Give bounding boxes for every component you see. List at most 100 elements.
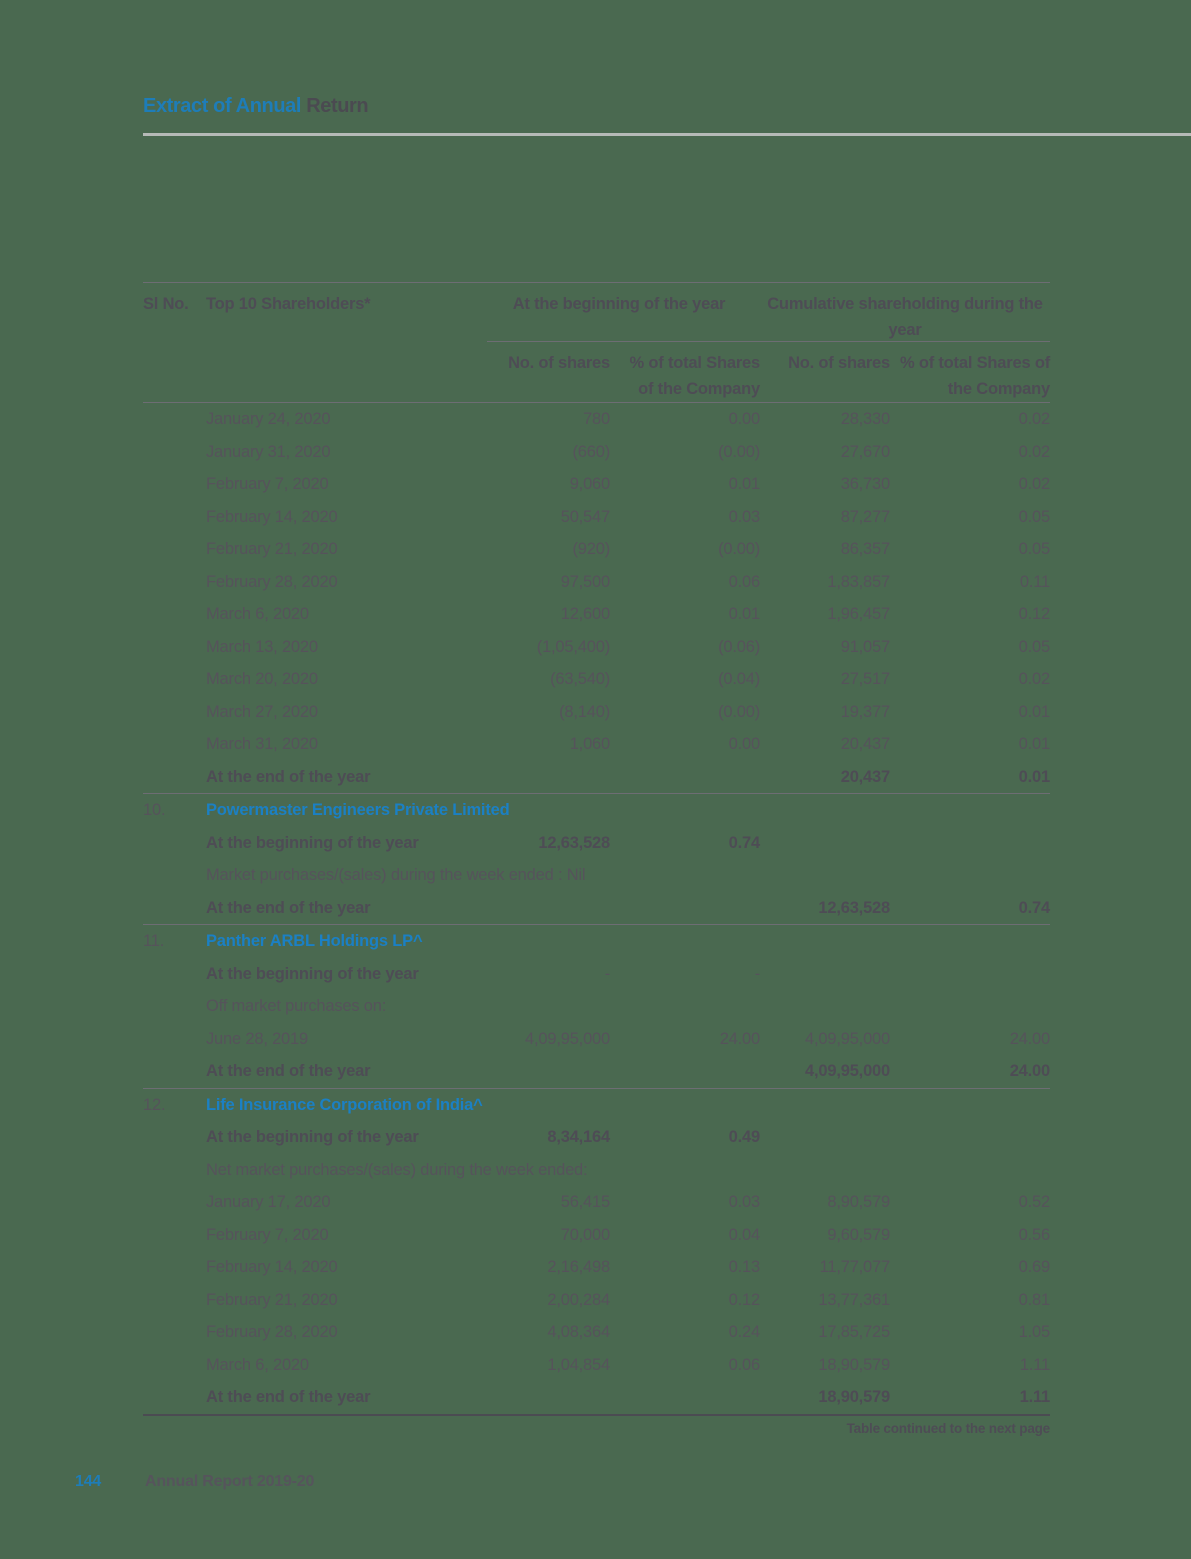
row-value: 12,63,528 bbox=[538, 833, 610, 852]
row-value: 0.01 bbox=[1018, 702, 1051, 721]
row-value: (63,540) bbox=[550, 670, 610, 688]
row-label: March 20, 2020 bbox=[206, 670, 318, 688]
table-row: February 14, 2020 2,16,498 0.13 11,77,077 0.… bbox=[143, 1251, 1050, 1284]
row-label: March 13, 2020 bbox=[206, 637, 318, 656]
row-value bbox=[890, 1089, 1050, 1122]
row-sl-number bbox=[143, 1316, 206, 1349]
row-value bbox=[420, 892, 610, 925]
row-value: 0.81 bbox=[1018, 1290, 1051, 1309]
row-value: (920) bbox=[572, 540, 610, 558]
row-value bbox=[760, 958, 890, 991]
row-value: 0.06 bbox=[728, 1355, 761, 1374]
row-value bbox=[420, 925, 610, 958]
row-value: 12,600 bbox=[560, 605, 610, 623]
row-value: 70,000 bbox=[560, 1225, 610, 1244]
table-row: January 24, 2020 780 0.00 28,330 0.02 bbox=[143, 403, 1050, 436]
subheader-cum-shares: No. of shares bbox=[788, 354, 890, 372]
row-value bbox=[610, 925, 760, 958]
row-value bbox=[610, 1089, 760, 1122]
row-value: 20,437 bbox=[840, 735, 890, 753]
row-label: March 6, 2020 bbox=[206, 1355, 309, 1374]
group-header-beginning: At the beginning of the year bbox=[512, 295, 726, 313]
row-sl-number bbox=[143, 468, 206, 501]
table-row: March 6, 2020 1,04,854 0.06 18,90,579 1.11 bbox=[143, 1349, 1050, 1382]
row-value: 0.06 bbox=[728, 572, 761, 591]
table-header-top-row: Sl No. Top 10 Shareholders* At the begin… bbox=[143, 283, 1050, 341]
row-sl-number bbox=[143, 761, 206, 794]
row-value: 0.12 bbox=[728, 1290, 761, 1309]
section-title-row: 12. Life Insurance Corporation of India^ bbox=[143, 1089, 1050, 1122]
row-value: 24.00 bbox=[1009, 1029, 1050, 1048]
table-row: March 31, 2020 1,060 0.00 20,437 0.01 bbox=[143, 728, 1050, 761]
row-value: 0.74 bbox=[728, 833, 761, 852]
row-sl-number bbox=[143, 990, 206, 1023]
row-value: 0.05 bbox=[1018, 507, 1051, 526]
table-row: At the end of the year 12,63,528 0.74 bbox=[143, 892, 1050, 925]
section-title-row: 10. Powermaster Engineers Private Limited bbox=[143, 794, 1050, 827]
row-sl-number bbox=[143, 696, 206, 729]
table-row: At the end of the year 18,90,579 1.11 bbox=[143, 1381, 1050, 1416]
row-label: Powermaster Engineers Private Limited bbox=[206, 801, 510, 819]
row-value bbox=[420, 1089, 610, 1122]
row-value bbox=[610, 1055, 760, 1088]
table-header-sub-row: No. of shares % of total Shares of the C… bbox=[143, 342, 1050, 402]
table-row: February 7, 2020 9,060 0.01 36,730 0.02 bbox=[143, 468, 1050, 501]
shareholders-table: Sl No. Top 10 Shareholders* At the begin… bbox=[143, 282, 1050, 1416]
row-value: (8,140) bbox=[559, 702, 610, 721]
row-label: February 14, 2020 bbox=[206, 1258, 338, 1276]
row-label: At the end of the year bbox=[206, 767, 371, 786]
row-value: 87,277 bbox=[840, 507, 890, 526]
row-value: 18,90,579 bbox=[818, 1388, 890, 1406]
row-value: 0.69 bbox=[1018, 1258, 1051, 1276]
row-sl-number bbox=[143, 827, 206, 860]
table-row: March 27, 2020 (8,140) (0.00) 19,377 0.01 bbox=[143, 696, 1050, 729]
row-value: 1.05 bbox=[1018, 1323, 1051, 1341]
row-value: 9,60,579 bbox=[827, 1225, 890, 1244]
row-label: At the end of the year bbox=[206, 1062, 371, 1080]
row-value: 0.01 bbox=[728, 475, 761, 493]
table-row: At the beginning of the year 12,63,528 0.7… bbox=[143, 827, 1050, 860]
section-title-row: 11. Panther ARBL Holdings LP^ bbox=[143, 925, 1050, 958]
row-value bbox=[610, 1381, 760, 1414]
table-row: Market purchases/(sales) during the week… bbox=[143, 859, 1050, 892]
table-row: February 21, 2020 2,00,284 0.12 13,77,361 0.… bbox=[143, 1284, 1050, 1317]
table-row: January 17, 2020 56,415 0.03 8,90,579 0.52 bbox=[143, 1186, 1050, 1219]
row-label: February 28, 2020 bbox=[206, 572, 338, 591]
row-label: March 31, 2020 bbox=[206, 735, 318, 753]
table-row: February 21, 2020 (920) (0.00) 86,357 0.05 bbox=[143, 533, 1050, 566]
row-value: 0.00 bbox=[728, 410, 761, 428]
row-value: (0.00) bbox=[718, 442, 760, 461]
row-sl-number bbox=[143, 566, 206, 599]
column-header-sl-no: Sl No. bbox=[143, 295, 189, 313]
page-footer: 144 Annual Report 2019-20 bbox=[0, 1473, 1191, 1497]
row-label: Net market purchases/(sales) during the … bbox=[206, 1160, 588, 1179]
row-value: 91,057 bbox=[840, 637, 890, 656]
row-sl-number bbox=[143, 533, 206, 566]
row-value: 36,730 bbox=[840, 475, 890, 493]
page-title-rest: Return bbox=[301, 95, 369, 117]
table-row: Off market purchases on: bbox=[143, 990, 1050, 1023]
header-spacer bbox=[143, 342, 420, 402]
row-sl-number bbox=[143, 663, 206, 696]
row-value: 0.56 bbox=[1018, 1225, 1051, 1244]
row-value: 9,060 bbox=[569, 475, 610, 493]
row-label: Life Insurance Corporation of India^ bbox=[206, 1095, 483, 1114]
row-value: 17,85,725 bbox=[818, 1323, 890, 1341]
row-sl-number bbox=[143, 598, 206, 631]
row-value bbox=[760, 794, 890, 827]
row-value: 1.11 bbox=[1019, 1355, 1050, 1374]
row-value: - bbox=[754, 964, 760, 983]
row-value: 0.24 bbox=[728, 1323, 761, 1341]
row-value: 19,377 bbox=[840, 702, 890, 721]
table-row: January 31, 2020 (660) (0.00) 27,670 0.02 bbox=[143, 436, 1050, 469]
row-value: 4,08,364 bbox=[547, 1323, 610, 1341]
row-value bbox=[760, 1089, 890, 1122]
row-sl-number bbox=[143, 436, 206, 469]
row-value: 28,330 bbox=[840, 410, 890, 428]
row-sl-number bbox=[143, 1055, 206, 1088]
column-header-shareholders: Top 10 Shareholders* bbox=[206, 295, 371, 313]
row-value: 1.11 bbox=[1019, 1388, 1051, 1406]
page-title-accent: Extract of Annual bbox=[143, 95, 302, 117]
row-label: February 28, 2020 bbox=[206, 1323, 338, 1341]
row-sl-number bbox=[143, 1186, 206, 1219]
